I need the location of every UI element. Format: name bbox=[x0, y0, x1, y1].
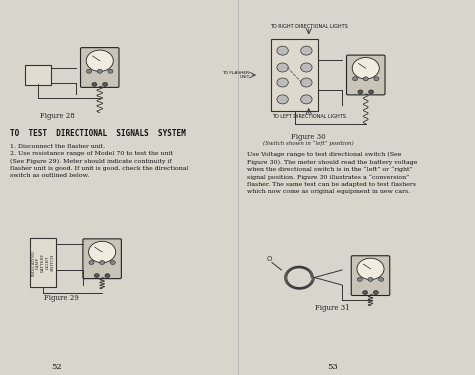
Text: Figure 31: Figure 31 bbox=[315, 304, 350, 312]
Text: Figure 28: Figure 28 bbox=[39, 112, 75, 120]
Circle shape bbox=[277, 95, 288, 104]
Circle shape bbox=[86, 50, 113, 71]
Text: 1. Disconnect the flasher unit.
2. Use resistance range of Model 70 to test the : 1. Disconnect the flasher unit. 2. Use r… bbox=[10, 144, 188, 178]
FancyBboxPatch shape bbox=[83, 239, 122, 279]
Circle shape bbox=[110, 261, 115, 264]
Text: 52: 52 bbox=[52, 363, 62, 371]
Text: BATTERY: BATTERY bbox=[41, 253, 45, 272]
Text: 53: 53 bbox=[327, 363, 338, 371]
Bar bbox=[25, 64, 51, 86]
Circle shape bbox=[94, 274, 99, 278]
Text: TO RIGHT DIRECTIONAL LIGHTS: TO RIGHT DIRECTIONAL LIGHTS bbox=[270, 24, 348, 29]
Circle shape bbox=[88, 242, 116, 262]
Circle shape bbox=[108, 69, 113, 73]
FancyBboxPatch shape bbox=[347, 55, 385, 95]
Text: INDICATING
LAMP: INDICATING LAMP bbox=[31, 249, 40, 276]
Text: Use Voltage range to test directional switch (See
Figure 30). The meter should r: Use Voltage range to test directional sw… bbox=[247, 152, 418, 194]
Circle shape bbox=[369, 90, 373, 94]
Circle shape bbox=[373, 291, 378, 294]
Circle shape bbox=[277, 63, 288, 72]
Circle shape bbox=[358, 90, 363, 94]
Circle shape bbox=[105, 274, 110, 278]
Circle shape bbox=[368, 278, 373, 281]
Circle shape bbox=[92, 82, 97, 86]
Text: (Switch shown in “left” position): (Switch shown in “left” position) bbox=[264, 141, 354, 146]
Circle shape bbox=[86, 69, 92, 73]
Circle shape bbox=[103, 82, 107, 86]
Circle shape bbox=[301, 95, 312, 104]
Circle shape bbox=[89, 261, 94, 264]
Circle shape bbox=[277, 46, 288, 55]
Circle shape bbox=[277, 78, 288, 87]
Circle shape bbox=[357, 258, 384, 280]
Circle shape bbox=[379, 278, 384, 281]
Text: LIGHT
SWITCH: LIGHT SWITCH bbox=[46, 254, 54, 271]
Circle shape bbox=[301, 46, 312, 55]
Text: Figure 30: Figure 30 bbox=[292, 133, 326, 141]
Text: O: O bbox=[267, 256, 272, 262]
FancyBboxPatch shape bbox=[352, 256, 390, 296]
Circle shape bbox=[352, 58, 379, 79]
Bar bbox=[29, 238, 56, 287]
Circle shape bbox=[352, 77, 358, 81]
Text: TO FLASHER
UNIT: TO FLASHER UNIT bbox=[222, 71, 249, 79]
Circle shape bbox=[100, 261, 104, 264]
Text: TO  TEST  DIRECTIONAL  SIGNALS  SYSTEM: TO TEST DIRECTIONAL SIGNALS SYSTEM bbox=[10, 129, 185, 138]
Text: TO LEFT DIRECTIONAL LIGHTS: TO LEFT DIRECTIONAL LIGHTS bbox=[272, 114, 346, 119]
Circle shape bbox=[97, 69, 102, 73]
Bar bbox=[271, 39, 318, 111]
Text: Figure 29: Figure 29 bbox=[44, 294, 79, 302]
Circle shape bbox=[374, 77, 379, 81]
Circle shape bbox=[301, 63, 312, 72]
Circle shape bbox=[301, 78, 312, 87]
Circle shape bbox=[363, 291, 368, 294]
Circle shape bbox=[363, 77, 368, 81]
Circle shape bbox=[357, 278, 362, 281]
FancyBboxPatch shape bbox=[80, 48, 119, 87]
